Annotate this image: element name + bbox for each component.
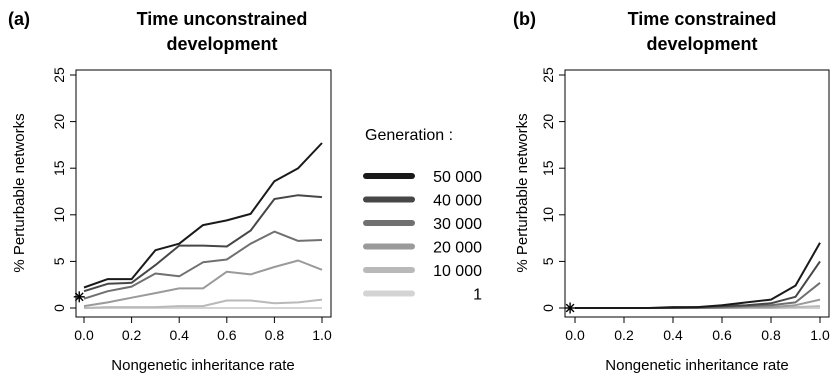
legend-label: 1 xyxy=(473,287,482,304)
panel-b-series-group xyxy=(564,242,821,314)
panel-b-x-axis-label: Nongenetic inheritance rate xyxy=(605,357,788,374)
y-tick-label: 15 xyxy=(540,160,556,176)
x-tick-label: 0.6 xyxy=(712,327,732,343)
legend-title: Generation : xyxy=(365,127,453,144)
x-tick-label: 0.4 xyxy=(663,327,683,343)
legend-label: 10 000 xyxy=(433,263,482,280)
y-tick-label: 0 xyxy=(540,304,556,312)
legend-label: 50 000 xyxy=(433,169,482,186)
x-tick-label: 0.2 xyxy=(614,327,634,343)
series-line-50000 xyxy=(575,242,821,309)
series-line-10000 xyxy=(83,298,323,309)
start-marker xyxy=(564,302,576,314)
panel-a: (a) Time unconstrained development 0 5 10 1… xyxy=(8,9,332,374)
panel-a-title-line-2: development xyxy=(166,34,277,54)
legend-items: 50 000 40 000 30 000 20 000 10 000 1 xyxy=(363,169,482,304)
y-tick-label: 25 xyxy=(51,67,67,83)
panel-b-x-axis: 0.0 0.2 0.4 0.6 0.8 1.0 xyxy=(565,317,830,343)
x-tick-label: 0.8 xyxy=(265,327,285,343)
panel-b-label: (b) xyxy=(513,9,536,29)
legend-label: 30 000 xyxy=(433,216,482,233)
panel-b-y-axis: 0 5 10 15 20 25 xyxy=(540,67,565,312)
x-tick-label: 0.0 xyxy=(565,327,585,343)
panel-a-y-axis: 0 5 10 15 20 25 xyxy=(51,67,76,312)
series-line-40000 xyxy=(575,260,821,309)
panel-a-x-axis-label: Nongenetic inheritance rate xyxy=(111,357,294,374)
series-line-30000 xyxy=(575,282,821,309)
panel-b-y-axis-label: % Perturbable networks xyxy=(514,113,531,272)
panel-a-label: (a) xyxy=(8,9,30,29)
x-tick-label: 0.0 xyxy=(74,327,94,343)
y-tick-label: 25 xyxy=(540,67,556,83)
panel-a-series-group xyxy=(73,142,323,309)
x-tick-label: 1.0 xyxy=(312,327,332,343)
y-tick-label: 20 xyxy=(51,114,67,130)
legend-label: 20 000 xyxy=(433,240,482,257)
x-tick-label: 0.6 xyxy=(217,327,237,343)
panel-b-title-line-2: development xyxy=(646,34,757,54)
y-tick-label: 5 xyxy=(540,257,556,265)
legend-label: 40 000 xyxy=(433,193,482,210)
x-tick-label: 0.8 xyxy=(761,327,781,343)
x-tick-label: 0.2 xyxy=(122,327,142,343)
panel-a-title-line-1: Time unconstrained xyxy=(137,9,308,29)
y-tick-label: 5 xyxy=(51,257,67,265)
series-line-40000 xyxy=(83,194,323,293)
panel-a-plot-frame xyxy=(75,69,332,318)
panel-a-x-axis: 0.0 0.2 0.4 0.6 0.8 1.0 xyxy=(74,317,332,343)
panel-a-y-axis-label: % Perturbable networks xyxy=(11,113,28,272)
x-tick-label: 1.0 xyxy=(810,327,830,343)
y-tick-label: 0 xyxy=(51,304,67,312)
series-line-20000 xyxy=(83,259,323,308)
series-line-30000 xyxy=(83,230,323,300)
y-tick-label: 10 xyxy=(51,207,67,223)
x-tick-label: 0.4 xyxy=(169,327,189,343)
panel-b-plot-frame xyxy=(564,69,830,318)
y-tick-label: 10 xyxy=(540,207,556,223)
start-marker xyxy=(73,291,85,303)
y-tick-label: 20 xyxy=(540,114,556,130)
series-line-50000 xyxy=(83,142,323,289)
y-tick-label: 15 xyxy=(51,160,67,176)
panel-b-title-line-1: Time constrained xyxy=(628,9,777,29)
legend: Generation : 50 000 40 000 30 000 20 000 10 … xyxy=(363,127,482,304)
panel-b: (b) Time constrained development 0 5 10 15 2… xyxy=(513,9,830,374)
